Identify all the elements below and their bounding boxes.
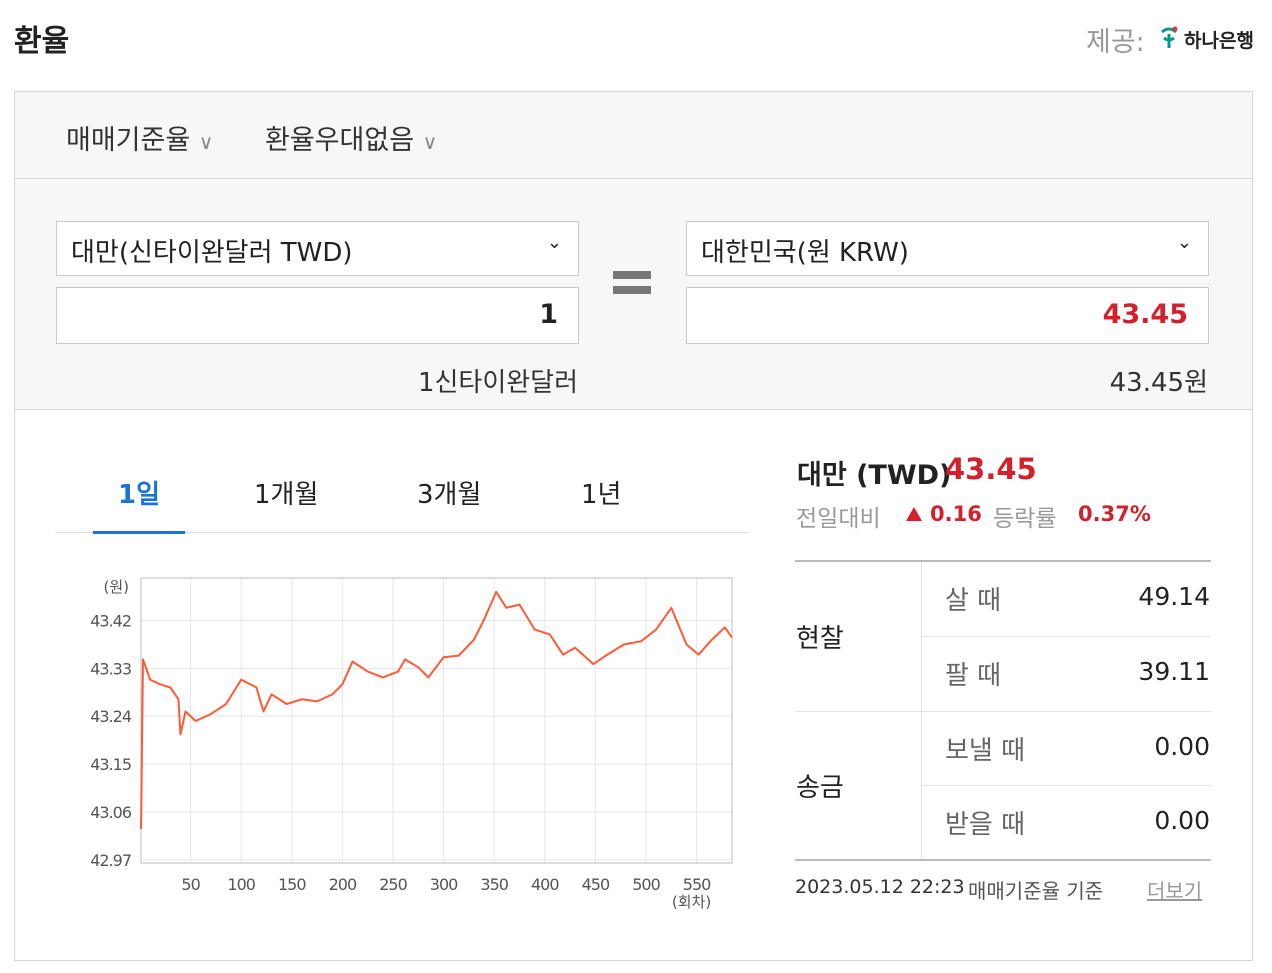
row-label: 보낼 때 — [945, 736, 1026, 766]
bank-logo — [1161, 26, 1178, 48]
x-tick-label: 250 — [379, 875, 407, 894]
x-tick-label: 400 — [531, 875, 559, 894]
option-label: 환율우대없음 — [265, 125, 415, 156]
from-select[interactable]: 대만(신타이완달러 TWD) ⌄ — [56, 221, 579, 276]
tab-line — [55, 532, 749, 533]
y-tick-label: 43.42 — [90, 612, 131, 631]
change: 0.16 — [930, 502, 982, 526]
x-tick-label: 500 — [632, 875, 660, 894]
summary-name: 대만 (TWD) — [797, 460, 952, 491]
option-label: 매매기준율 — [66, 125, 191, 156]
up-arrow — [906, 507, 922, 521]
row-line — [921, 785, 1211, 786]
tab[interactable]: 1일 — [118, 480, 161, 510]
plot-area — [141, 578, 732, 863]
y-tick-label: 43.33 — [90, 659, 131, 678]
row-line — [795, 711, 1211, 712]
row-line — [921, 636, 1211, 637]
tab-underline — [93, 531, 185, 534]
x-tick-label: 550 — [683, 875, 711, 894]
tab[interactable]: 3개월 — [417, 480, 482, 510]
x-unit: (회차) — [672, 893, 711, 911]
x-tick-label: 200 — [329, 875, 357, 894]
x-tick-label: 150 — [278, 875, 306, 894]
title: 환율 — [14, 24, 70, 59]
change-label: 전일대비 — [796, 506, 881, 532]
y-tick-label: 43.15 — [90, 755, 131, 774]
tab[interactable]: 1개월 — [254, 480, 319, 510]
equals-bar — [613, 286, 651, 294]
to-caption: 43.45원 — [1109, 368, 1208, 398]
equals-bar — [613, 271, 651, 279]
row-value: 39.11 — [1138, 657, 1210, 686]
rate-label: 등락률 — [993, 506, 1057, 532]
row-value: 0.00 — [1154, 732, 1210, 761]
row-value: 49.14 — [1138, 582, 1210, 611]
to-amount[interactable]: 43.45 — [686, 287, 1209, 344]
from-currency: 대만(신타이완달러 TWD) — [71, 238, 353, 268]
footer-basis: 매매기준율 기준 — [968, 879, 1104, 903]
table-bottom — [795, 859, 1211, 861]
more-link[interactable]: 더보기 — [1147, 879, 1203, 903]
tab[interactable]: 1년 — [581, 480, 622, 510]
option[interactable]: 환율우대없음 ∨ — [265, 125, 438, 156]
row-value: 0.00 — [1154, 806, 1210, 835]
option[interactable]: 매매기준율 ∨ — [66, 125, 214, 156]
provider[interactable]: 하나은행 — [1184, 30, 1254, 52]
y-unit: (원) — [103, 578, 129, 596]
y-tick-label: 43.24 — [90, 707, 132, 726]
group-label: 현찰 — [796, 624, 844, 654]
from-amount[interactable]: 1 — [56, 287, 579, 344]
y-tick-label: 42.97 — [90, 851, 131, 870]
x-tick-label: 450 — [582, 875, 610, 894]
change-rate: 0.37% — [1078, 502, 1151, 526]
x-tick-label: 350 — [480, 875, 508, 894]
summary-rate: 43.45 — [945, 452, 1037, 486]
y-tick-label: 43.06 — [90, 803, 132, 822]
row-label: 살 때 — [945, 586, 1002, 616]
provider-label: 제공: — [1086, 27, 1145, 58]
x-tick-label: 300 — [430, 875, 458, 894]
chart: 42.97 43.06 43.15 43.24 43.33 43.42 50 100 150 20… — [90, 577, 733, 911]
table-top — [795, 560, 1211, 562]
x-tick-label: 50 — [181, 875, 200, 894]
row-label: 받을 때 — [945, 810, 1026, 840]
to-select[interactable]: 대한민국(원 KRW) ⌄ — [686, 221, 1209, 276]
plot-border — [140, 577, 733, 864]
footer-date: 2023.05.12 22:23 — [795, 876, 965, 898]
group-label: 송금 — [796, 773, 844, 803]
from-caption: 1신타이완달러 — [417, 368, 578, 398]
options-bar — [15, 92, 1252, 179]
row-label: 팔 때 — [945, 661, 1002, 691]
rate-line — [140, 590, 733, 830]
x-tick-label: 100 — [227, 875, 255, 894]
converter-box — [14, 91, 1253, 961]
to-currency: 대한민국(원 KRW) — [701, 238, 909, 268]
